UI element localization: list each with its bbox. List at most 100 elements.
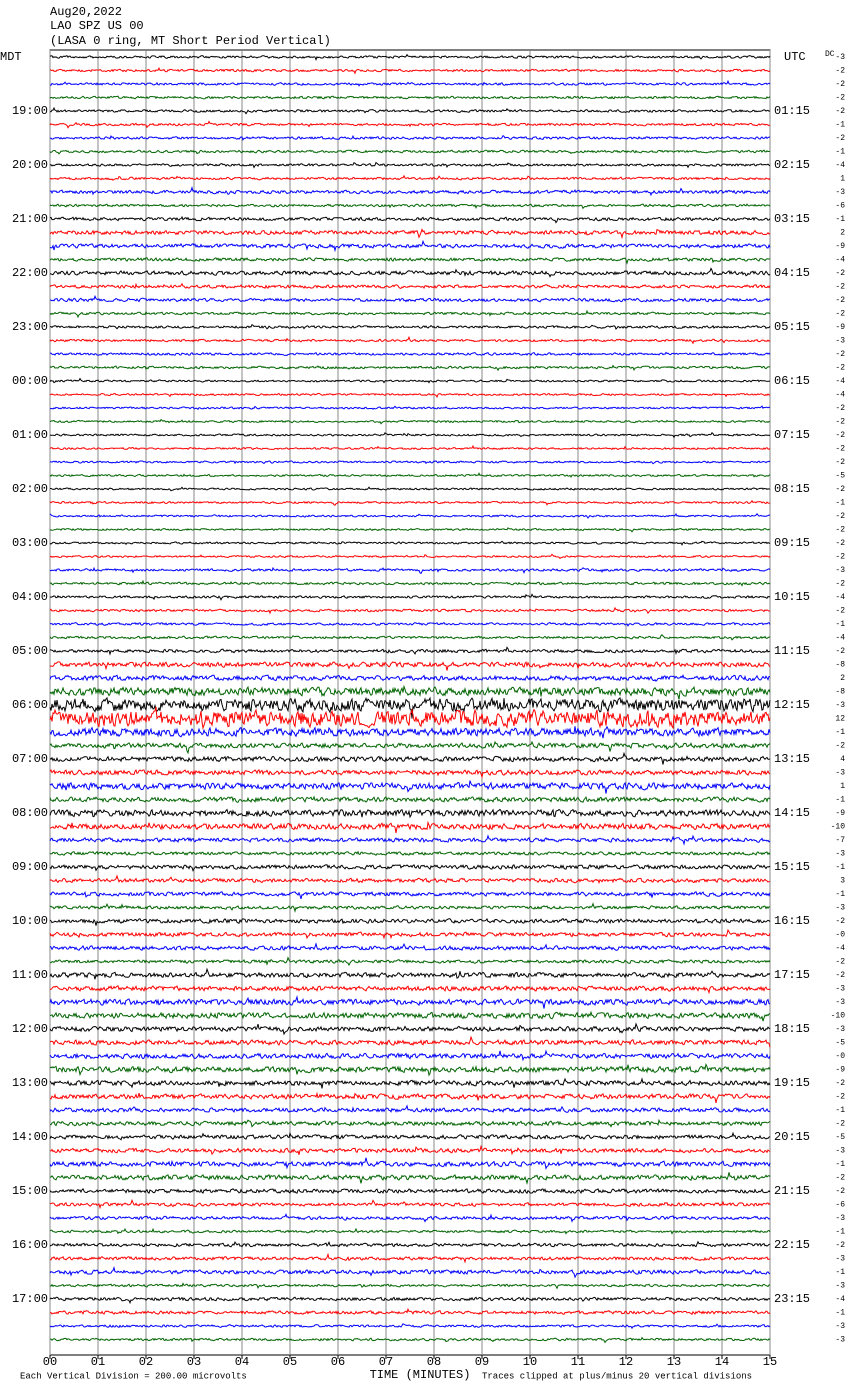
dc-offset: -2 [835, 1187, 845, 1196]
trace [49, 294, 771, 303]
dc-offset: -5 [835, 472, 845, 481]
utc-label: 23:15 [774, 1292, 810, 1306]
dc-offset: -2 [835, 917, 845, 926]
trace [49, 1227, 771, 1235]
trace [49, 364, 771, 372]
trace [49, 995, 771, 1009]
trace [49, 553, 771, 560]
trace [49, 942, 771, 952]
right-axis-title: UTC [784, 50, 806, 64]
dc-offset: -4 [835, 377, 845, 386]
dc-offset: -1 [835, 215, 845, 224]
dc-offset: -8 [835, 661, 845, 670]
trace [49, 1035, 771, 1048]
x-tick-label: 10 [523, 1355, 537, 1369]
trace [49, 1010, 771, 1022]
utc-label: 07:15 [774, 428, 810, 442]
trace [49, 1265, 771, 1279]
dc-offset: -3 [835, 337, 845, 346]
x-tick-label: 03 [187, 1355, 201, 1369]
dc-offset: -2 [835, 94, 845, 103]
utc-label: 03:15 [774, 212, 810, 226]
trace [49, 1198, 771, 1210]
dc-offset: -2 [835, 539, 845, 548]
dc-offset: -4 [835, 161, 845, 170]
trace [49, 890, 771, 900]
mdt-label: 01:00 [12, 428, 48, 442]
mdt-label: 06:00 [12, 698, 48, 712]
mdt-label: 14:00 [12, 1130, 48, 1144]
dc-offset: 12 [835, 715, 845, 724]
trace [49, 228, 771, 240]
dc-offset: -2 [835, 971, 845, 980]
trace [50, 1144, 771, 1156]
dc-offset: -0 [835, 931, 845, 940]
trace [49, 967, 771, 980]
trace [49, 834, 771, 846]
trace [49, 335, 771, 345]
trace [49, 215, 771, 224]
trace [49, 633, 771, 641]
mdt-label: 02:00 [12, 482, 48, 496]
trace [49, 472, 771, 478]
trace [49, 134, 771, 141]
trace [49, 1240, 771, 1248]
utc-label: 11:15 [774, 644, 810, 658]
mdt-label: 04:00 [12, 590, 48, 604]
mdt-label: 11:00 [12, 968, 48, 982]
trace [49, 780, 771, 794]
dc-offset: -2 [835, 67, 845, 76]
trace [49, 460, 771, 465]
trace [49, 1307, 771, 1316]
trace [49, 1172, 771, 1185]
trace [49, 1104, 771, 1113]
mdt-label: 19:00 [12, 104, 48, 118]
trace [49, 673, 771, 682]
trace [49, 751, 771, 765]
utc-label: 14:15 [774, 806, 810, 820]
trace [49, 622, 771, 627]
x-label: TIME (MINUTES) [370, 1368, 471, 1382]
dc-offset: -3 [835, 985, 845, 994]
trace [49, 1157, 771, 1170]
mdt-label: 00:00 [12, 374, 48, 388]
mdt-label: 17:00 [12, 1292, 48, 1306]
dc-offset: 3 [840, 877, 845, 886]
trace [49, 1213, 771, 1223]
x-tick-label: 06 [331, 1355, 345, 1369]
utc-label: 05:15 [774, 320, 810, 334]
dc-offset: -1 [835, 148, 845, 157]
trace [49, 120, 771, 129]
trace [49, 1063, 771, 1077]
trace [49, 174, 771, 181]
trace [49, 239, 771, 253]
mdt-label: 20:00 [12, 158, 48, 172]
dc-offset: -2 [835, 958, 845, 967]
dc-offset: -6 [835, 202, 845, 211]
dc-offset: -4 [835, 1295, 845, 1304]
mdt-label: 15:00 [12, 1184, 48, 1198]
x-tick-label: 05 [283, 1355, 297, 1369]
utc-label: 12:15 [774, 698, 810, 712]
dc-offset: -3 [835, 1214, 845, 1223]
x-tick-label: 00 [43, 1355, 57, 1369]
dc-offset: -1 [835, 1160, 845, 1169]
trace [49, 769, 771, 779]
trace [49, 864, 771, 872]
dc-offset: -2 [835, 1079, 845, 1088]
x-tick-label: 07 [379, 1355, 393, 1369]
trace [49, 661, 771, 671]
utc-label: 10:15 [774, 590, 810, 604]
trace [49, 432, 771, 439]
utc-label: 17:15 [774, 968, 810, 982]
dc-offset: -2 [835, 134, 845, 143]
mdt-label: 07:00 [12, 752, 48, 766]
x-tick-label: 01 [91, 1355, 105, 1369]
trace [49, 186, 771, 197]
x-tick-label: 09 [475, 1355, 489, 1369]
dc-offset: -1 [835, 620, 845, 629]
trace [49, 444, 771, 451]
dc-offset: -3 [835, 1322, 845, 1331]
dc-offset: -3 [835, 998, 845, 1007]
